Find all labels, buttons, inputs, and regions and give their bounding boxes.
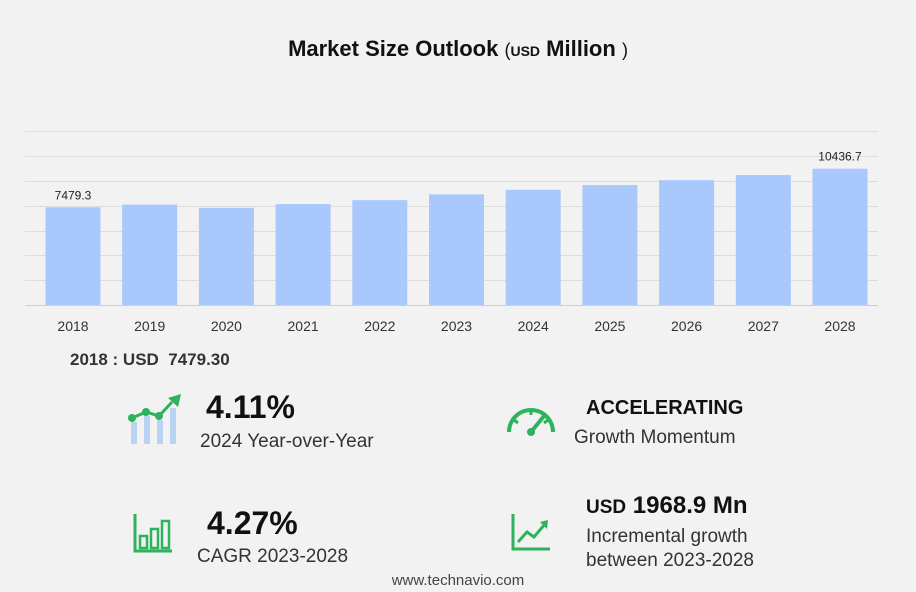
yoy-label: 2024 Year-over-Year — [200, 431, 374, 452]
incremental-label-line1: Incremental growth — [586, 526, 748, 547]
data-label-2018: 7479.3 — [55, 188, 92, 202]
bar-2019 — [122, 204, 178, 305]
x-tick-2027: 2027 — [748, 318, 779, 334]
bar-2023 — [429, 194, 484, 305]
x-tick-2023: 2023 — [441, 318, 472, 334]
bar-2022 — [352, 200, 408, 305]
x-tick-2024: 2024 — [518, 318, 549, 334]
incremental-amount: 1968.9 Mn — [632, 492, 748, 519]
bar-2024 — [505, 189, 561, 305]
bar-2018 — [45, 207, 101, 305]
x-tick-2018: 2018 — [57, 318, 88, 334]
title-unit-currency: USD — [510, 43, 541, 59]
x-tick-2022: 2022 — [364, 318, 395, 334]
x-tick-2026: 2026 — [671, 318, 702, 334]
chart-bars: 7479.3 10436.7 — [45, 150, 868, 305]
growth-chart-icon — [128, 394, 181, 444]
base-year-value: 2018 : USD 7479.30 — [70, 350, 230, 369]
footer-source: www.technavio.com — [391, 572, 525, 589]
bar-2025 — [582, 185, 638, 305]
incremental-value: USD 1968.9 Mn — [586, 492, 748, 520]
x-tick-2028: 2028 — [824, 318, 855, 334]
chart-title: Market Size Outlook (USD Million ) — [0, 36, 916, 62]
x-tick-2019: 2019 — [134, 318, 165, 334]
title-main: Market Size Outlook — [288, 36, 499, 61]
title-unit-scale: Million — [546, 36, 616, 61]
momentum-value: ACCELERATING — [586, 397, 744, 419]
bar-2027 — [735, 175, 791, 305]
incremental-currency: USD — [586, 497, 627, 518]
bar-2028 — [812, 168, 868, 305]
data-label-2028: 10436.7 — [818, 150, 862, 164]
x-tick-2021: 2021 — [288, 318, 319, 334]
cagr-value: 4.27% — [207, 505, 298, 541]
title-close-paren: ) — [621, 40, 628, 60]
cagr-label: CAGR 2023-2028 — [197, 546, 349, 567]
speedometer-icon — [507, 408, 555, 436]
incremental-label-line2: between 2023-2028 — [586, 550, 754, 571]
bar-2026 — [659, 180, 715, 305]
bar-chart-icon — [133, 514, 172, 553]
momentum-label: Growth Momentum — [574, 427, 736, 448]
bar-2020 — [198, 207, 254, 305]
bar-2021 — [275, 204, 331, 305]
yoy-value: 4.11% — [206, 389, 295, 425]
title-open-paren: ( — [504, 40, 511, 60]
x-axis-ticks: 2018 2019 2020 2021 2022 2023 2024 2025 2026 2027… — [57, 318, 855, 334]
x-tick-2025: 2025 — [594, 318, 625, 334]
x-tick-2020: 2020 — [211, 318, 242, 334]
trend-up-icon — [511, 514, 550, 551]
